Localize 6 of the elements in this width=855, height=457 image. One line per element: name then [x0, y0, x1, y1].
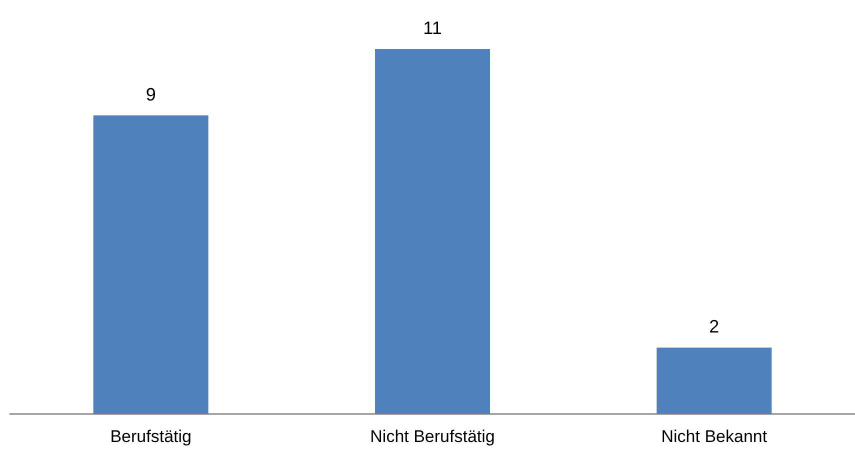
x-tick-label: Nicht Bekannt [661, 427, 768, 446]
data-label: 9 [146, 84, 156, 104]
x-tick-label: Nicht Berufstätig [370, 427, 495, 446]
data-label: 2 [709, 316, 720, 337]
x-tick-label: Berufstätig [110, 427, 192, 446]
data-label: 11 [423, 18, 442, 38]
